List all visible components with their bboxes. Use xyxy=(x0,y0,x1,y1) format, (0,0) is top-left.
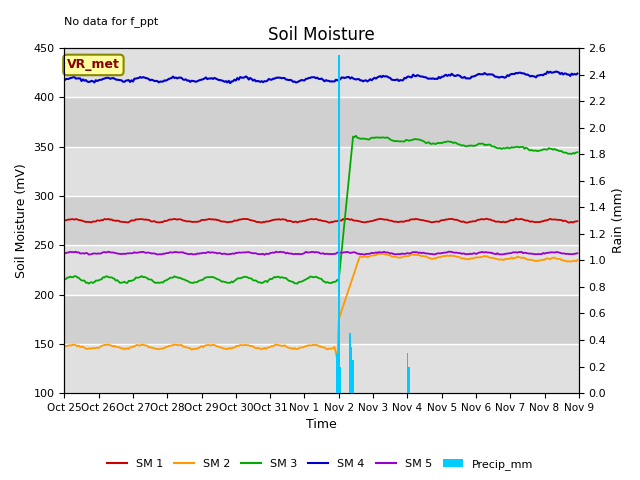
Text: VR_met: VR_met xyxy=(67,59,120,72)
Y-axis label: Soil Moisture (mV): Soil Moisture (mV) xyxy=(15,163,28,278)
Bar xyxy=(65,97,579,147)
Bar xyxy=(65,295,579,344)
Bar xyxy=(351,347,353,393)
Bar xyxy=(65,344,579,393)
Bar xyxy=(339,367,341,393)
Bar xyxy=(65,147,579,196)
Bar xyxy=(349,334,351,393)
Bar xyxy=(65,196,579,245)
Bar xyxy=(337,353,338,393)
Bar xyxy=(408,367,410,393)
Bar xyxy=(352,360,354,393)
Bar xyxy=(65,245,579,295)
Legend: SM 1, SM 2, SM 3, SM 4, SM 5, Precip_mm: SM 1, SM 2, SM 3, SM 4, SM 5, Precip_mm xyxy=(102,455,538,474)
Bar xyxy=(338,55,340,393)
Bar xyxy=(65,48,579,97)
Text: No data for f_ppt: No data for f_ppt xyxy=(65,16,159,27)
Y-axis label: Rain (mm): Rain (mm) xyxy=(612,188,625,253)
Title: Soil Moisture: Soil Moisture xyxy=(268,26,375,44)
Bar xyxy=(406,353,408,393)
X-axis label: Time: Time xyxy=(307,419,337,432)
